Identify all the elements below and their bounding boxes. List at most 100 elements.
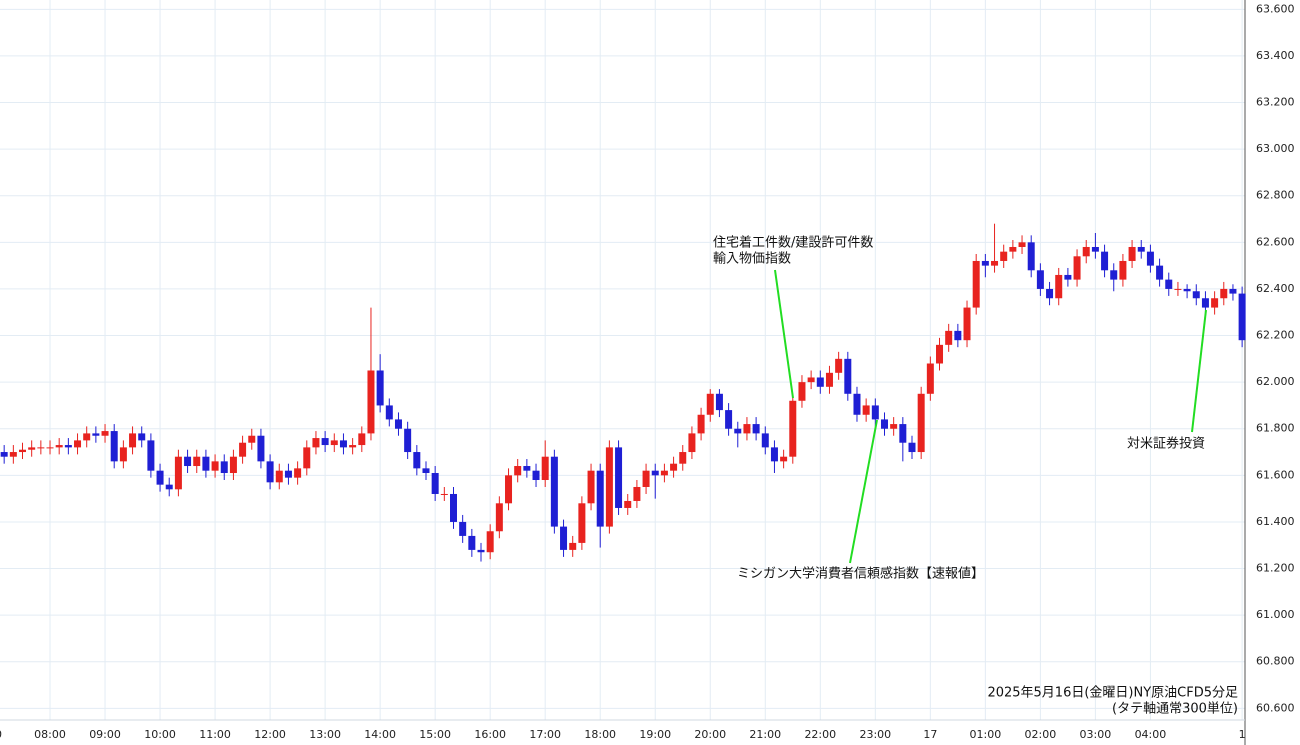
candle-body: [459, 521, 467, 536]
candle-body: [569, 542, 577, 550]
candle-body: [1018, 242, 1026, 247]
candle-body: [770, 447, 778, 462]
x-tick-label: 16:00: [474, 728, 506, 741]
candle-body: [294, 468, 302, 478]
candle-body: [1201, 298, 1209, 308]
candle-body: [184, 456, 192, 467]
candle-body: [394, 419, 402, 429]
candle-body: [899, 424, 907, 443]
candle-body: [156, 470, 164, 485]
candle-body: [1119, 260, 1127, 280]
candle-body: [229, 456, 237, 474]
candle-body: [890, 424, 898, 429]
x-tick-label: 00: [0, 728, 2, 741]
candle-body: [110, 431, 118, 462]
candle-body: [651, 470, 659, 476]
candle-body: [853, 393, 861, 415]
candle-body: [587, 470, 595, 504]
candle-body: [780, 456, 788, 462]
candle-body: [954, 330, 962, 341]
candle-body: [349, 445, 357, 448]
candle-body: [119, 447, 127, 462]
annotation: 住宅着工件数/建設許可件数: [713, 235, 873, 251]
candle-body: [1183, 288, 1191, 292]
x-tick-label: 20:00: [694, 728, 726, 741]
candle-body: [284, 470, 292, 478]
candle-body: [440, 493, 448, 495]
x-tick-label: 15:00: [419, 728, 451, 741]
candle-body: [871, 405, 879, 420]
y-tick-label: 62.800: [1256, 189, 1295, 202]
candle-body: [523, 466, 531, 471]
candle-body: [1156, 265, 1164, 280]
annotation-pointer: [774, 269, 794, 399]
candle-body: [28, 447, 36, 450]
candle-body: [835, 358, 843, 373]
y-tick-label: 60.800: [1256, 655, 1295, 668]
candle-body: [1073, 256, 1081, 280]
candle-body: [1000, 251, 1008, 261]
candle-body: [706, 393, 714, 415]
candle-body: [605, 447, 613, 527]
candle-body: [19, 449, 27, 453]
y-tick-label: 63.000: [1256, 142, 1295, 155]
candle-body: [725, 410, 733, 429]
candle-body: [1128, 246, 1136, 261]
candle-body: [55, 445, 63, 448]
candle-body: [1146, 251, 1154, 266]
candle-body: [257, 435, 265, 462]
candle-body: [165, 484, 173, 490]
candle-body: [541, 456, 549, 480]
chart-title: 2025年5月16日(金曜日)NY原油CFD5分足: [987, 686, 1238, 701]
candle-body: [64, 445, 72, 448]
candle-body: [670, 463, 678, 471]
candle-body: [862, 405, 870, 415]
annotation: 輸入物価指数: [713, 252, 791, 267]
candle-body: [1229, 288, 1237, 294]
y-tick-label: 61.600: [1256, 468, 1295, 481]
x-tick-label: 13:00: [309, 728, 341, 741]
y-tick-label: 61.000: [1256, 608, 1295, 621]
x-tick-label: 10:00: [144, 728, 176, 741]
candle-body: [1174, 288, 1182, 290]
candle-body: [807, 377, 815, 383]
candle-body: [83, 433, 91, 441]
candle-body: [615, 447, 623, 508]
candle-body: [1220, 288, 1228, 299]
y-tick-label: 63.400: [1256, 49, 1295, 62]
candle-body: [431, 473, 439, 494]
candle-body: [697, 414, 705, 434]
candle-body: [376, 370, 384, 406]
candle-body: [312, 438, 320, 448]
candle-body: [1064, 274, 1072, 280]
candle-body: [752, 424, 760, 434]
candle-body: [1101, 251, 1109, 271]
candle-body: [1036, 270, 1044, 289]
candle-body: [330, 440, 338, 446]
x-tick-label: 01:00: [970, 728, 1002, 741]
y-tick-label: 61.400: [1256, 515, 1295, 528]
y-tick-label: 61.800: [1256, 422, 1295, 435]
candle-body: [422, 468, 430, 474]
x-tick-label: 11:00: [199, 728, 231, 741]
candle-body: [550, 456, 558, 527]
candle-body: [596, 470, 604, 527]
candle-body: [660, 470, 668, 476]
candle-body: [972, 260, 980, 308]
candle-body: [450, 493, 457, 522]
candle-body: [560, 526, 568, 550]
y-tick-label: 62.200: [1256, 329, 1295, 342]
x-tick-label: 12:00: [254, 728, 286, 741]
candle-body: [789, 400, 797, 457]
y-tick-label: 63.200: [1256, 96, 1295, 109]
y-tick-label: 62.400: [1256, 282, 1295, 295]
x-tick-label: 23:00: [859, 728, 891, 741]
candle-body: [633, 486, 641, 501]
candle-body: [220, 461, 228, 474]
candle-body: [734, 428, 742, 434]
annotation-pointer: [1191, 309, 1207, 433]
candle-body: [761, 433, 769, 448]
x-tick-label: 09:00: [89, 728, 121, 741]
candle-body: [468, 535, 476, 550]
